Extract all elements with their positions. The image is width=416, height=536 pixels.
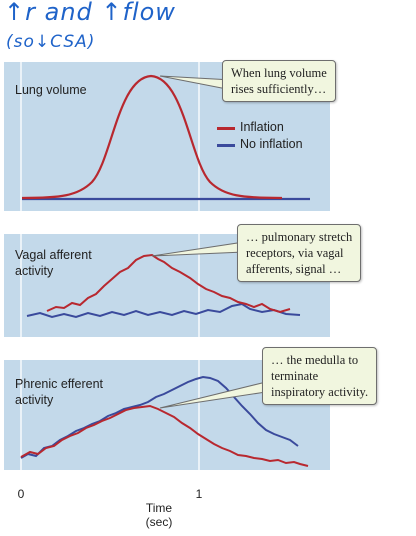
phrenic-inflation-trace [20,404,309,467]
handwritten-note-line1: ↑r and ↑flow [4,0,176,26]
vagal-afferent-callout: … pulmonary stretch receptors, via vagal… [237,224,362,282]
legend-inflation-swatch [217,127,235,130]
vagal-no-inflation-trace [26,302,301,319]
vagal-afferent-label: Vagal afferent activity [15,248,92,278]
legend-inflation-label: Inflation [240,120,284,134]
lung-volume-callout: When lung volume rises sufficiently… [222,60,336,102]
callout-pointers [151,75,267,409]
legend-no-inflation-label: No inflation [240,137,303,151]
lung-inflation-trace [21,74,283,200]
x-tick-0: 0 [17,487,25,501]
phrenic-efferent-callout: … the medulla to terminate inspiratory a… [262,347,378,405]
legend-no-inflation-swatch [217,144,235,147]
phrenic-efferent-label: Phrenic efferent activity [15,377,104,407]
handwritten-note-line2: (so↓CSA) [6,32,96,52]
vagal-inflation-trace [46,253,291,314]
x-tick-1: 1 [195,487,203,501]
lung-volume-label: Lung volume [15,83,87,97]
x-axis-title: Time (sec) [145,501,173,529]
